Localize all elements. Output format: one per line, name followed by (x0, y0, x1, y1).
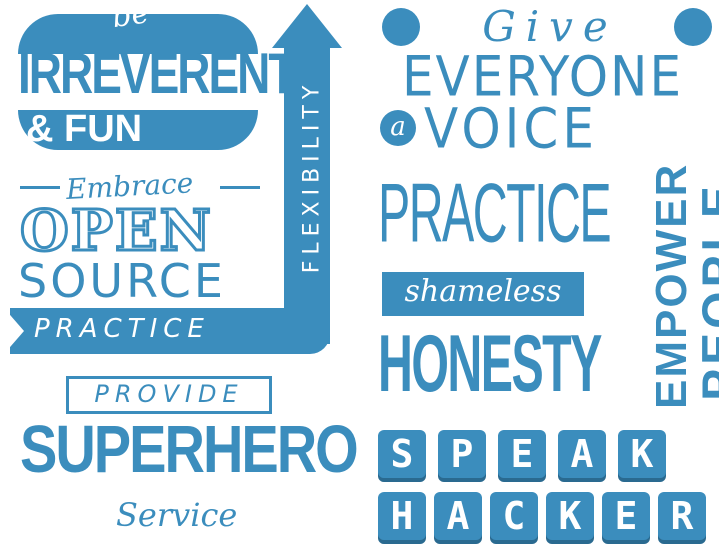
open-text: OPEN (19, 197, 213, 266)
hacker-tile-c: C (490, 492, 538, 540)
hacker-tile-r: R (658, 492, 706, 540)
dot-right-icon (674, 8, 712, 46)
service-text: Service (116, 496, 238, 534)
shameless-text: shameless (404, 274, 562, 309)
arrow-tail-notch (4, 308, 24, 354)
dot-left-icon (382, 8, 420, 46)
practice-flexibility-text: PRACTICE (34, 314, 210, 344)
arrow-head-icon (272, 4, 342, 48)
give-text: Give (482, 2, 618, 51)
source-text: SOURCE (18, 254, 226, 308)
voice-text: VOICE (424, 97, 598, 161)
practice-honesty-text: PRACTICE (378, 167, 612, 261)
everyone-text: EVERYONE (401, 45, 684, 109)
speak-tile-a: A (558, 430, 606, 478)
empower-text: EMPOWER (647, 162, 696, 409)
arrow-horizontal-bar (10, 308, 330, 354)
speak-tile-p: P (438, 430, 486, 478)
flexibility-text: FLEXIBILITY (299, 79, 325, 274)
hacker-tile-k: K (546, 492, 594, 540)
people-text: PEOPLE (693, 182, 719, 401)
embrace-dash-right (220, 186, 260, 189)
arrow-vertical-bar (284, 44, 330, 344)
provide-text: PROVIDE (94, 380, 244, 408)
speak-tile-e: E (498, 430, 546, 478)
hacker-tile-a: A (434, 492, 482, 540)
hacker-tile-h: H (378, 492, 426, 540)
speak-tile-k: K (618, 430, 666, 478)
shameless-band (382, 272, 584, 316)
irreverent-text: IRREVERENT (18, 40, 296, 106)
provide-box (66, 376, 272, 414)
hacker-tile-e: E (602, 492, 650, 540)
irreverent-bottom-cap (18, 110, 258, 150)
superhero-text: SUPERHERO (20, 410, 359, 487)
honesty-text: HONESTY (378, 319, 602, 409)
fun-text: & FUN (26, 108, 143, 150)
a-circle: a (380, 110, 416, 146)
speak-tile-s: S (378, 430, 426, 478)
irreverent-top-cap (18, 14, 258, 54)
embrace-dash-left (20, 186, 60, 189)
